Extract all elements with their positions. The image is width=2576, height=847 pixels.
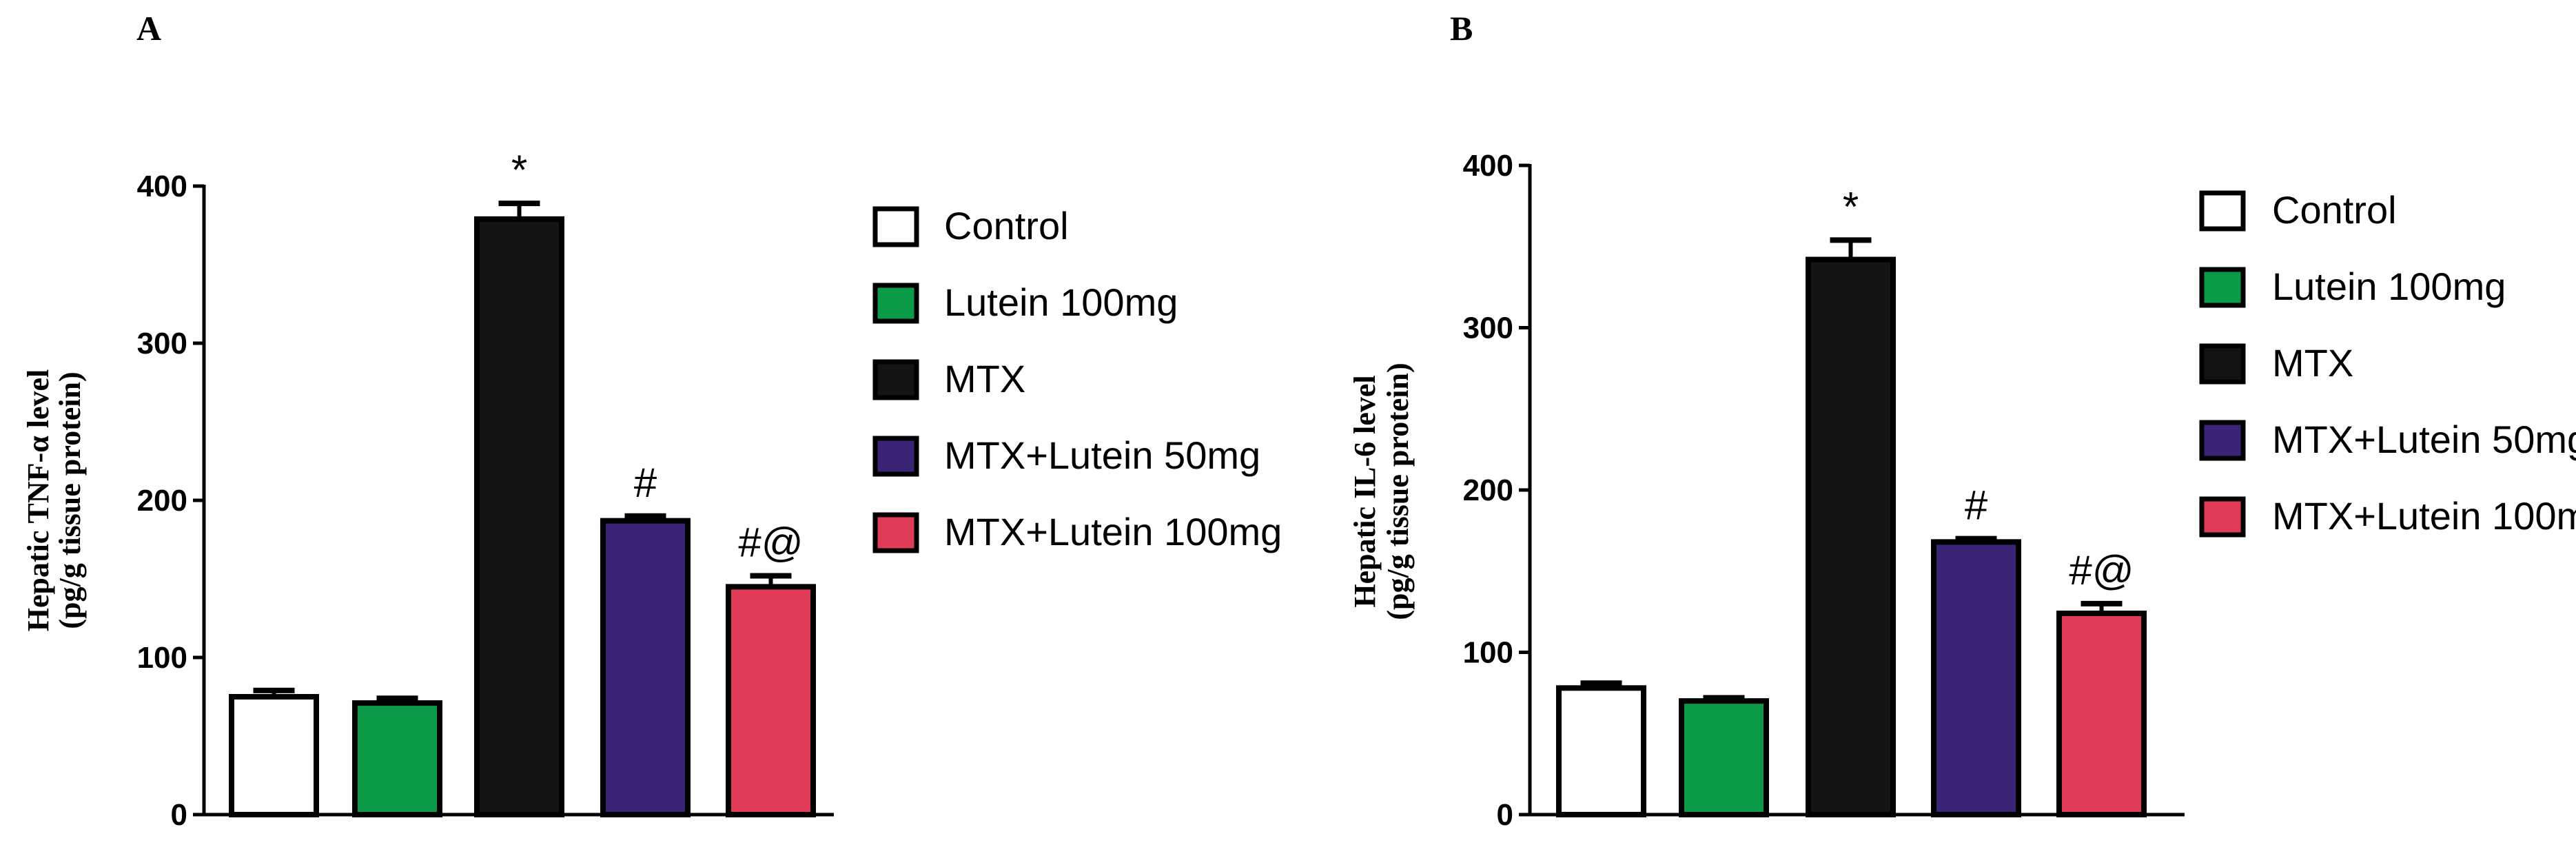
y-tick-label: 300 bbox=[137, 327, 187, 360]
bar-mtx-lutein-100mg bbox=[726, 584, 816, 818]
y-tick-label: 400 bbox=[1463, 149, 1513, 183]
legend-label-control: Control bbox=[2272, 188, 2397, 232]
y-tick-label: 0 bbox=[171, 798, 187, 832]
legend-swatch-mtx-lutein-50mg bbox=[2199, 420, 2246, 461]
bar-mtx-lutein-50mg bbox=[600, 518, 691, 817]
panel-letter: A bbox=[136, 9, 161, 48]
significance-label-mtx: * bbox=[1843, 183, 1859, 229]
legend-swatch-mtx-lutein-100mg bbox=[872, 512, 919, 553]
bar-mtx bbox=[474, 216, 564, 817]
y-axis-title: Hepatic TNF-α level bbox=[21, 369, 55, 632]
legend-label-lutein-100mg: Lutein 100mg bbox=[944, 280, 1178, 324]
legend-label-control: Control bbox=[944, 204, 1069, 247]
significance-label-mtx-lutein-100mg: #@ bbox=[2069, 547, 2134, 593]
panel-b: B Hepatic IL-6 level (pg/g tissue protein)… bbox=[1348, 9, 2576, 832]
legend-swatch-mtx bbox=[2199, 343, 2246, 385]
legend-swatch-lutein-100mg bbox=[872, 283, 919, 324]
y-tick-label: 100 bbox=[137, 641, 187, 675]
legend-swatch-lutein-100mg bbox=[2199, 267, 2246, 308]
legend-swatch-mtx-lutein-50mg bbox=[872, 436, 919, 477]
legend-swatch-control bbox=[872, 206, 919, 247]
y-tick-label: 100 bbox=[1463, 636, 1513, 670]
bar-control bbox=[1556, 685, 1646, 817]
legend-label-mtx: MTX bbox=[944, 357, 1025, 400]
y-tick-label: 200 bbox=[1463, 473, 1513, 507]
significance-label-mtx: * bbox=[511, 147, 527, 193]
significance-label-mtx-lutein-100mg: #@ bbox=[738, 519, 803, 565]
panel-letter: B bbox=[1450, 9, 1473, 48]
bar-control bbox=[229, 694, 319, 817]
legend-label-mtx-lutein-50mg: MTX+Lutein 50mg bbox=[944, 433, 1260, 477]
panel-a: A Hepatic TNF-α level(pg/g tissue protein… bbox=[21, 9, 1282, 832]
legend-swatch-control bbox=[2199, 190, 2246, 232]
legend-swatch-mtx bbox=[872, 359, 919, 400]
legend-label-mtx-lutein-100mg: MTX+Lutein 100mg bbox=[944, 510, 1282, 553]
bar-lutein-100mg bbox=[352, 700, 442, 817]
legend-swatch-mtx-lutein-100mg bbox=[2199, 496, 2246, 538]
y-tick-label: 400 bbox=[137, 170, 187, 203]
bar-mtx-lutein-100mg bbox=[2056, 610, 2147, 817]
y-axis-title: Hepatic IL-6 level bbox=[1348, 375, 1382, 607]
significance-label-mtx-lutein-50mg: # bbox=[634, 460, 657, 506]
y-tick-label: 300 bbox=[1463, 312, 1513, 345]
legend-label-mtx-lutein-100mg: MTX+Lutein 100mg bbox=[2272, 494, 2576, 538]
legend-label-mtx: MTX bbox=[2272, 341, 2353, 385]
legend-label-lutein-100mg: Lutein 100mg bbox=[2272, 265, 2506, 308]
y-tick-label: 200 bbox=[137, 484, 187, 518]
y-axis-title-units: (pg/g tissue protein) bbox=[53, 371, 87, 629]
y-tick-label: 0 bbox=[1497, 798, 1513, 832]
bar-mtx-lutein-50mg bbox=[1931, 539, 2021, 817]
significance-label-mtx-lutein-50mg: # bbox=[1965, 482, 1988, 529]
y-axis-title-units: (pg/g tissue protein) bbox=[1381, 363, 1415, 620]
bar-mtx bbox=[1806, 256, 1896, 817]
bar-lutein-100mg bbox=[1679, 698, 1769, 818]
legend-label-mtx-lutein-50mg: MTX+Lutein 50mg bbox=[2272, 418, 2576, 461]
